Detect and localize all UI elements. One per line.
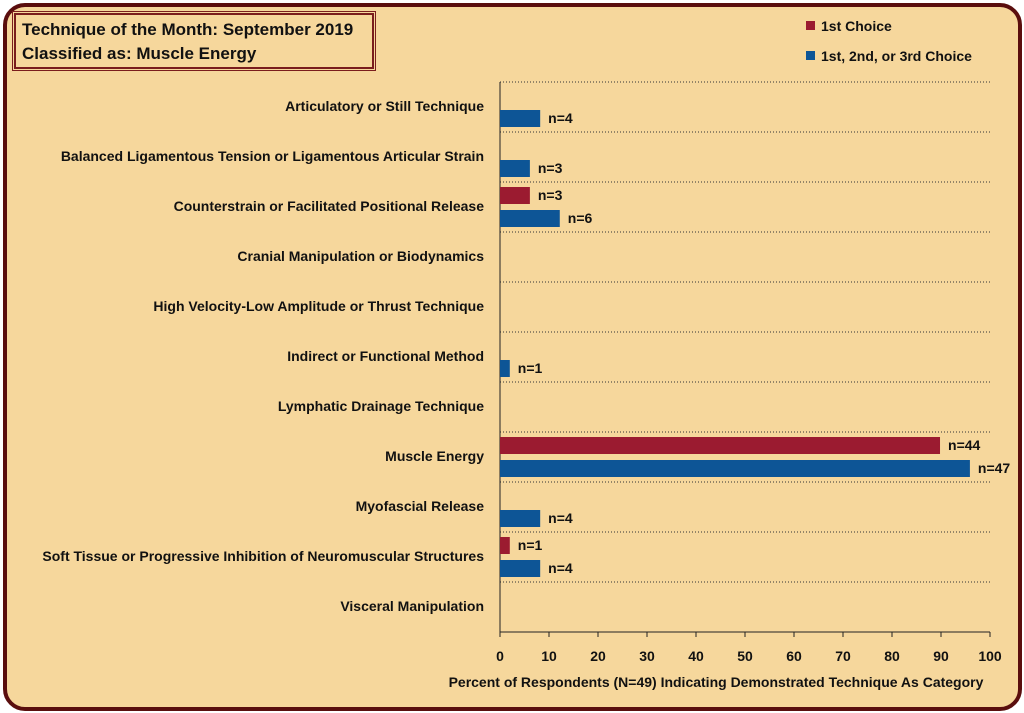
category-label: Cranial Manipulation or Biodynamics [237, 248, 484, 264]
x-tick-label: 0 [496, 648, 504, 664]
x-tick-label: 80 [884, 648, 900, 664]
chart-subtitle: Classified as: Muscle Energy [22, 44, 257, 63]
category-label: Counterstrain or Facilitated Positional … [174, 198, 485, 214]
chart-title: Technique of the Month: September 2019 [22, 20, 354, 39]
x-tick-label: 50 [737, 648, 753, 664]
data-label: n=47 [978, 460, 1011, 476]
x-axis-title: Percent of Respondents (N=49) Indicating… [449, 674, 984, 690]
bar [500, 160, 530, 177]
legend-label: 1st, 2nd, or 3rd Choice [821, 48, 972, 64]
x-tick-label: 40 [688, 648, 704, 664]
x-tick-label: 70 [835, 648, 851, 664]
data-label: n=6 [568, 210, 593, 226]
data-label: n=4 [548, 110, 573, 126]
data-label: n=3 [538, 160, 563, 176]
bar [500, 460, 970, 477]
x-tick-label: 20 [590, 648, 606, 664]
bar [500, 110, 541, 127]
x-tick-label: 90 [933, 648, 949, 664]
title-box: Technique of the Month: September 2019 C… [12, 11, 376, 71]
data-label: n=4 [548, 560, 573, 576]
bar [500, 537, 510, 554]
data-label: n=4 [548, 510, 573, 526]
bar [500, 560, 541, 577]
category-label: Visceral Manipulation [340, 598, 484, 614]
bar [500, 437, 941, 454]
category-label: High Velocity-Low Amplitude or Thrust Te… [153, 298, 484, 314]
x-tick-label: 60 [786, 648, 802, 664]
legend-label: 1st Choice [821, 18, 892, 34]
category-label: Myofascial Release [356, 498, 485, 514]
bar [500, 510, 541, 527]
data-label: n=44 [948, 437, 981, 453]
data-label: n=3 [538, 187, 563, 203]
category-label: Muscle Energy [385, 448, 484, 464]
x-tick-label: 100 [978, 648, 1002, 664]
category-label: Articulatory or Still Technique [285, 98, 484, 114]
category-label: Balanced Ligamentous Tension or Ligament… [61, 148, 484, 164]
data-label: n=1 [518, 360, 543, 376]
category-label: Indirect or Functional Method [287, 348, 484, 364]
category-label: Lymphatic Drainage Technique [278, 398, 484, 414]
bar [500, 210, 560, 227]
bar [500, 360, 510, 377]
bar [500, 187, 530, 204]
legend-swatch [806, 21, 815, 30]
x-tick-label: 10 [541, 648, 557, 664]
category-label: Soft Tissue or Progressive Inhibition of… [42, 548, 484, 564]
legend-swatch [806, 51, 815, 60]
data-label: n=1 [518, 537, 543, 553]
x-tick-label: 30 [639, 648, 655, 664]
